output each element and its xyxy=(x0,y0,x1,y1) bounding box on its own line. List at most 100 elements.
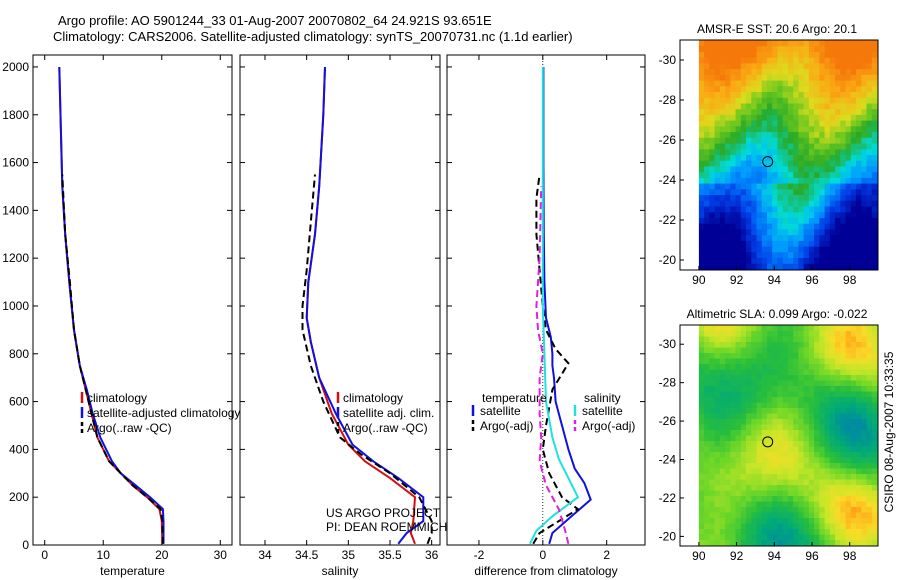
heatmap-cell xyxy=(798,57,805,64)
heatmap-cell xyxy=(751,507,758,514)
heatmap-cell xyxy=(819,507,826,514)
heatmap-cell xyxy=(735,52,742,59)
heatmap-cell xyxy=(803,413,810,420)
heatmap-cell xyxy=(782,424,789,431)
heatmap-cell xyxy=(709,490,716,497)
heatmap-cell xyxy=(850,103,857,110)
heatmap-cell xyxy=(845,463,852,470)
heatmap-cell xyxy=(761,457,768,464)
heatmap-cell xyxy=(782,523,789,530)
heatmap-cell xyxy=(871,212,878,219)
heatmap-cell xyxy=(772,463,778,470)
y-tick-label: 1200 xyxy=(2,251,29,265)
heatmap-cell xyxy=(845,166,852,173)
heatmap-cell xyxy=(808,195,815,202)
heatmap-cell xyxy=(861,331,868,338)
heatmap-cell xyxy=(845,441,852,448)
heatmap-cell xyxy=(782,155,789,162)
heatmap-cell xyxy=(719,69,726,76)
heatmap-cell xyxy=(824,479,831,486)
heatmap-cell xyxy=(856,252,862,259)
heatmap-cell xyxy=(725,183,731,190)
heatmap-cell xyxy=(850,166,857,173)
heatmap-cell xyxy=(871,468,878,475)
heatmap-cell xyxy=(782,63,789,70)
heatmap-cell xyxy=(772,252,778,259)
heatmap-cell xyxy=(814,468,820,475)
heatmap-cell xyxy=(850,479,857,486)
heatmap-cell xyxy=(850,534,857,541)
heatmap-cell xyxy=(740,507,747,514)
heatmap-cell xyxy=(866,435,873,442)
heatmap-cell xyxy=(772,386,778,393)
heatmap-cell xyxy=(719,109,726,116)
heatmap-cell xyxy=(835,540,841,547)
heatmap-cell xyxy=(866,512,873,519)
heatmap-cell xyxy=(730,507,737,514)
heatmap-cell xyxy=(787,195,794,202)
heatmap-cell xyxy=(819,189,826,196)
heatmap-cell xyxy=(840,490,847,497)
heatmap-cell xyxy=(756,92,763,99)
heatmap-cell xyxy=(829,523,836,530)
heatmap-cell xyxy=(740,218,747,225)
heatmap-cell xyxy=(850,413,857,420)
heatmap-cell xyxy=(861,424,868,431)
heatmap-cell xyxy=(767,46,773,53)
heatmap-cell xyxy=(751,92,758,99)
heatmap-cell xyxy=(761,413,768,420)
heatmap-cell xyxy=(772,364,778,371)
heatmap-cell xyxy=(772,540,778,547)
heatmap-cell xyxy=(793,331,799,338)
heatmap-cell xyxy=(856,397,862,404)
heatmap-cell xyxy=(740,523,747,530)
heatmap-cell xyxy=(772,419,778,426)
heatmap-cell xyxy=(845,430,852,437)
heatmap-cell xyxy=(782,534,789,541)
heatmap-cell xyxy=(798,172,805,179)
heatmap-cell xyxy=(824,46,831,53)
x-tick-label: 34.5 xyxy=(295,548,319,562)
heatmap-cell xyxy=(719,479,726,486)
heatmap-cell xyxy=(719,468,726,475)
heatmap-cell xyxy=(756,74,763,82)
heatmap-cell xyxy=(808,386,815,393)
heatmap-cell xyxy=(704,183,710,190)
heatmap-cell xyxy=(824,189,831,196)
heatmap-cell xyxy=(850,380,857,387)
heatmap-cell xyxy=(735,137,742,145)
heatmap-cell xyxy=(824,86,831,93)
heatmap-cell xyxy=(709,97,716,105)
heatmap-cell xyxy=(751,46,758,53)
heatmap-cell xyxy=(725,435,731,442)
heatmap-cell xyxy=(856,424,862,431)
heatmap-cell xyxy=(756,540,763,547)
heatmap-cell xyxy=(782,137,789,145)
heatmap-cell xyxy=(861,155,868,162)
heatmap-cell xyxy=(819,74,826,82)
heatmap-cell xyxy=(803,408,810,415)
heatmap-cell xyxy=(861,325,868,332)
heatmap-cell xyxy=(761,80,768,87)
heatmap-cell xyxy=(719,501,726,508)
heatmap-cell xyxy=(814,479,820,486)
heatmap-cell xyxy=(871,402,878,409)
heatmap-cell xyxy=(829,435,836,442)
heatmap-cell xyxy=(725,177,731,185)
heatmap-cell xyxy=(866,336,873,343)
heatmap-cell xyxy=(772,479,778,486)
heatmap-cell xyxy=(829,229,836,236)
heatmap-cell xyxy=(808,120,815,127)
heatmap-cell xyxy=(719,149,726,156)
heatmap-cell xyxy=(751,402,758,409)
series-line-temperature-satellite xyxy=(542,67,592,545)
heatmap-cell xyxy=(871,518,878,525)
panel-salinity: 34 34.5 35 35.5 36salinityclimatologysatelli… xyxy=(239,54,447,578)
heatmap-cell xyxy=(798,342,805,349)
heatmap-cell xyxy=(793,126,799,133)
heatmap-cell xyxy=(709,109,716,116)
heatmap-cell xyxy=(819,485,826,492)
series-line-satellite-adj-clim- xyxy=(305,66,425,545)
heatmap-cell xyxy=(814,212,820,219)
heatmap-cell xyxy=(829,246,836,253)
